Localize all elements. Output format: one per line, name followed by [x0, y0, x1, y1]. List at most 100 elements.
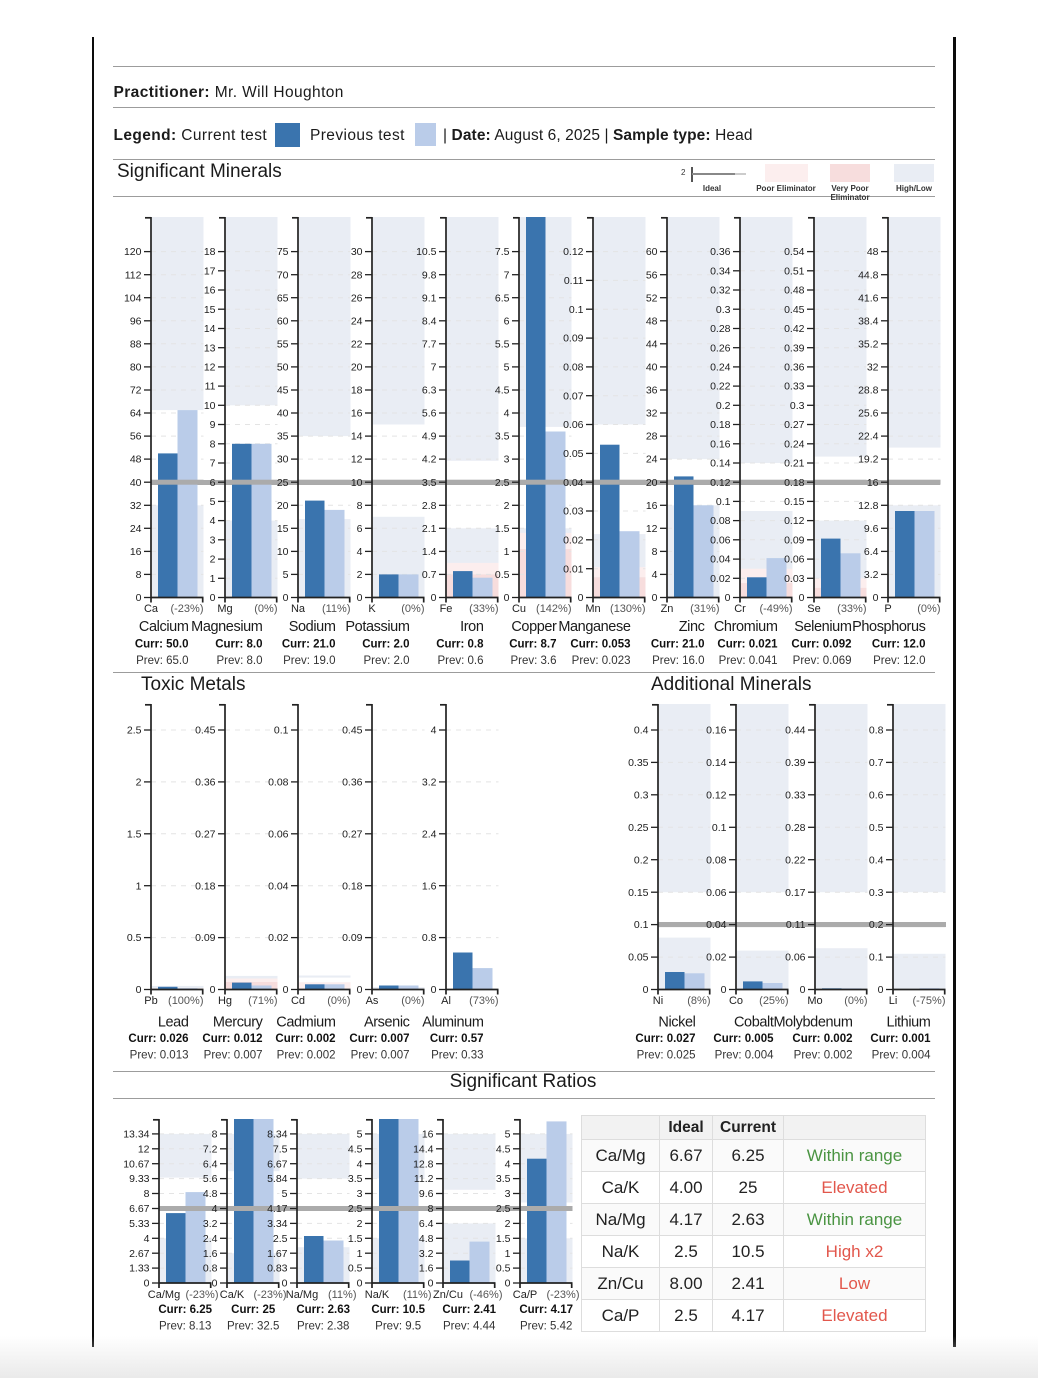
svg-text:2.4: 2.4	[421, 828, 436, 840]
svg-text:(8%): (8%)	[687, 995, 710, 1007]
svg-text:0.15: 0.15	[628, 887, 649, 899]
svg-text:Curr: 0.002: Curr: 0.002	[276, 1033, 336, 1045]
svg-text:Curr: 2.41: Curr: 2.41	[442, 1304, 496, 1316]
svg-text:1.6: 1.6	[418, 1263, 433, 1275]
svg-text:0.48: 0.48	[784, 285, 805, 297]
svg-text:20: 20	[646, 477, 658, 489]
svg-text:4.5: 4.5	[495, 1143, 510, 1155]
svg-text:Manganese: Manganese	[558, 619, 631, 635]
svg-text:0.18: 0.18	[195, 880, 216, 892]
svg-text:0.5: 0.5	[127, 932, 142, 944]
svg-text:0.1: 0.1	[569, 304, 584, 316]
svg-text:72: 72	[130, 385, 142, 397]
svg-text:(100%): (100%)	[168, 995, 203, 1007]
svg-text:24: 24	[646, 454, 658, 466]
svg-text:0.2: 0.2	[869, 919, 884, 931]
svg-text:0.1: 0.1	[869, 952, 884, 964]
svg-text:5: 5	[281, 1188, 287, 1200]
svg-text:112: 112	[125, 269, 142, 281]
svg-text:0.42: 0.42	[784, 323, 805, 335]
svg-text:0: 0	[721, 984, 727, 996]
svg-text:0.02: 0.02	[563, 534, 584, 546]
svg-text:16: 16	[421, 1129, 433, 1141]
svg-text:Co: Co	[729, 995, 743, 1007]
svg-text:0: 0	[283, 984, 289, 996]
svg-text:25.6: 25.6	[858, 408, 879, 420]
svg-text:Se: Se	[807, 603, 820, 615]
svg-text:4: 4	[209, 515, 215, 527]
svg-text:Curr: 0.021: Curr: 0.021	[718, 639, 779, 651]
svg-text:Curr: 12.0: Curr: 12.0	[872, 639, 926, 651]
svg-text:(0%): (0%)	[917, 603, 940, 615]
svg-text:64: 64	[130, 408, 142, 420]
svg-text:24: 24	[351, 315, 363, 327]
svg-text:0.7: 0.7	[869, 757, 884, 769]
svg-text:Curr: 21.0: Curr: 21.0	[651, 639, 705, 651]
svg-text:75: 75	[277, 246, 289, 258]
svg-text:Nickel: Nickel	[658, 1015, 695, 1031]
svg-text:0: 0	[430, 984, 436, 996]
svg-text:5.6: 5.6	[421, 408, 436, 420]
svg-text:0: 0	[872, 592, 878, 604]
svg-text:22.4: 22.4	[858, 431, 879, 443]
svg-text:1.33: 1.33	[129, 1263, 150, 1275]
svg-text:0.3: 0.3	[790, 400, 805, 412]
svg-text:Iron: Iron	[460, 619, 484, 635]
svg-text:Prev: 12.0: Prev: 12.0	[873, 655, 925, 667]
svg-text:Hg: Hg	[217, 995, 231, 1007]
svg-text:0: 0	[642, 984, 648, 996]
svg-text:7.5: 7.5	[495, 246, 510, 258]
svg-text:0.12: 0.12	[784, 515, 805, 527]
svg-text:0: 0	[211, 1278, 217, 1290]
svg-text:Aluminum: Aluminum	[422, 1015, 484, 1031]
svg-text:4.2: 4.2	[421, 454, 436, 466]
svg-text:Prev: 5.42: Prev: 5.42	[519, 1321, 571, 1333]
svg-text:0: 0	[504, 1278, 510, 1290]
svg-text:0.18: 0.18	[784, 477, 805, 489]
svg-text:28.8: 28.8	[858, 385, 879, 397]
svg-text:Prev: 65.0: Prev: 65.0	[136, 655, 188, 667]
svg-text:Prev: 0.004: Prev: 0.004	[715, 1050, 774, 1062]
svg-text:0.8: 0.8	[202, 1263, 217, 1275]
svg-text:2: 2	[357, 569, 363, 581]
svg-text:Lead: Lead	[158, 1015, 189, 1031]
svg-text:40: 40	[130, 477, 142, 489]
svg-text:3.34: 3.34	[267, 1218, 288, 1230]
svg-text:16: 16	[646, 500, 658, 512]
svg-text:6: 6	[504, 315, 510, 327]
svg-text:0.15: 0.15	[784, 496, 805, 508]
svg-text:0.5: 0.5	[348, 1263, 363, 1275]
svg-text:Ca/P: Ca/P	[512, 1289, 536, 1301]
svg-text:0.51: 0.51	[784, 265, 805, 277]
svg-text:8: 8	[135, 569, 141, 581]
svg-text:0.44: 0.44	[785, 725, 806, 737]
svg-text:2.1: 2.1	[421, 523, 436, 535]
svg-text:24: 24	[130, 523, 142, 535]
svg-text:Pb: Pb	[144, 995, 157, 1007]
svg-text:6.4: 6.4	[864, 546, 879, 558]
svg-text:26: 26	[351, 292, 363, 304]
svg-text:0.27: 0.27	[195, 828, 216, 840]
svg-text:Prev: 0.025: Prev: 0.025	[636, 1050, 695, 1062]
svg-text:K: K	[368, 603, 376, 615]
svg-text:8.34: 8.34	[267, 1129, 288, 1141]
svg-text:Fe: Fe	[439, 603, 452, 615]
svg-text:Cu: Cu	[512, 603, 526, 615]
svg-text:3.2: 3.2	[418, 1248, 433, 1260]
svg-text:Ca/Mg: Ca/Mg	[147, 1289, 179, 1301]
svg-text:As: As	[365, 995, 378, 1007]
svg-text:0.33: 0.33	[784, 381, 805, 393]
svg-text:8: 8	[357, 500, 363, 512]
svg-text:88: 88	[130, 338, 142, 350]
svg-text:Curr: 2.63: Curr: 2.63	[296, 1304, 350, 1316]
svg-text:(11%): (11%)	[403, 1289, 432, 1301]
svg-text:16: 16	[130, 546, 142, 558]
svg-text:Curr: 4.17: Curr: 4.17	[519, 1304, 573, 1316]
svg-text:1.5: 1.5	[127, 828, 142, 840]
svg-text:Molybdenum: Molybdenum	[773, 1015, 852, 1031]
svg-text:60: 60	[646, 246, 658, 258]
svg-text:4.9: 4.9	[421, 431, 436, 443]
svg-text:70: 70	[277, 269, 289, 281]
svg-text:Curr: 0.053: Curr: 0.053	[570, 639, 630, 651]
svg-text:0.06: 0.06	[706, 887, 727, 899]
